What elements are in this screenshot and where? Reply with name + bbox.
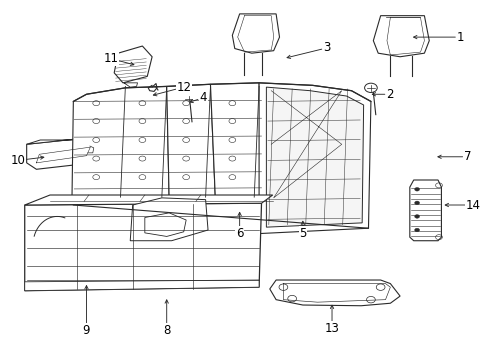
Text: 12: 12 [176,81,191,94]
Polygon shape [266,87,363,227]
Circle shape [414,188,419,191]
Circle shape [414,228,419,232]
Text: 5: 5 [299,227,306,240]
Text: 9: 9 [82,324,90,337]
Text: 1: 1 [456,31,464,44]
Text: 11: 11 [103,52,118,65]
Text: 6: 6 [235,227,243,240]
Text: 8: 8 [163,324,170,337]
Polygon shape [25,195,272,205]
Polygon shape [25,203,261,291]
Polygon shape [372,16,428,57]
Polygon shape [114,46,152,83]
Polygon shape [130,198,207,241]
Text: 7: 7 [464,150,471,163]
Text: 10: 10 [11,154,26,167]
Circle shape [414,215,419,218]
Polygon shape [144,213,186,237]
Polygon shape [72,86,169,205]
Text: 3: 3 [323,41,330,54]
Polygon shape [25,280,259,291]
Polygon shape [232,14,279,53]
Polygon shape [27,138,99,145]
Text: 13: 13 [324,322,339,335]
Polygon shape [269,280,399,306]
Polygon shape [409,180,441,241]
Polygon shape [27,138,94,169]
Text: 2: 2 [386,88,393,101]
Polygon shape [210,83,264,198]
Polygon shape [259,83,370,234]
Polygon shape [166,84,215,198]
Circle shape [414,201,419,204]
Text: 4: 4 [199,91,206,104]
Text: 14: 14 [465,198,480,212]
